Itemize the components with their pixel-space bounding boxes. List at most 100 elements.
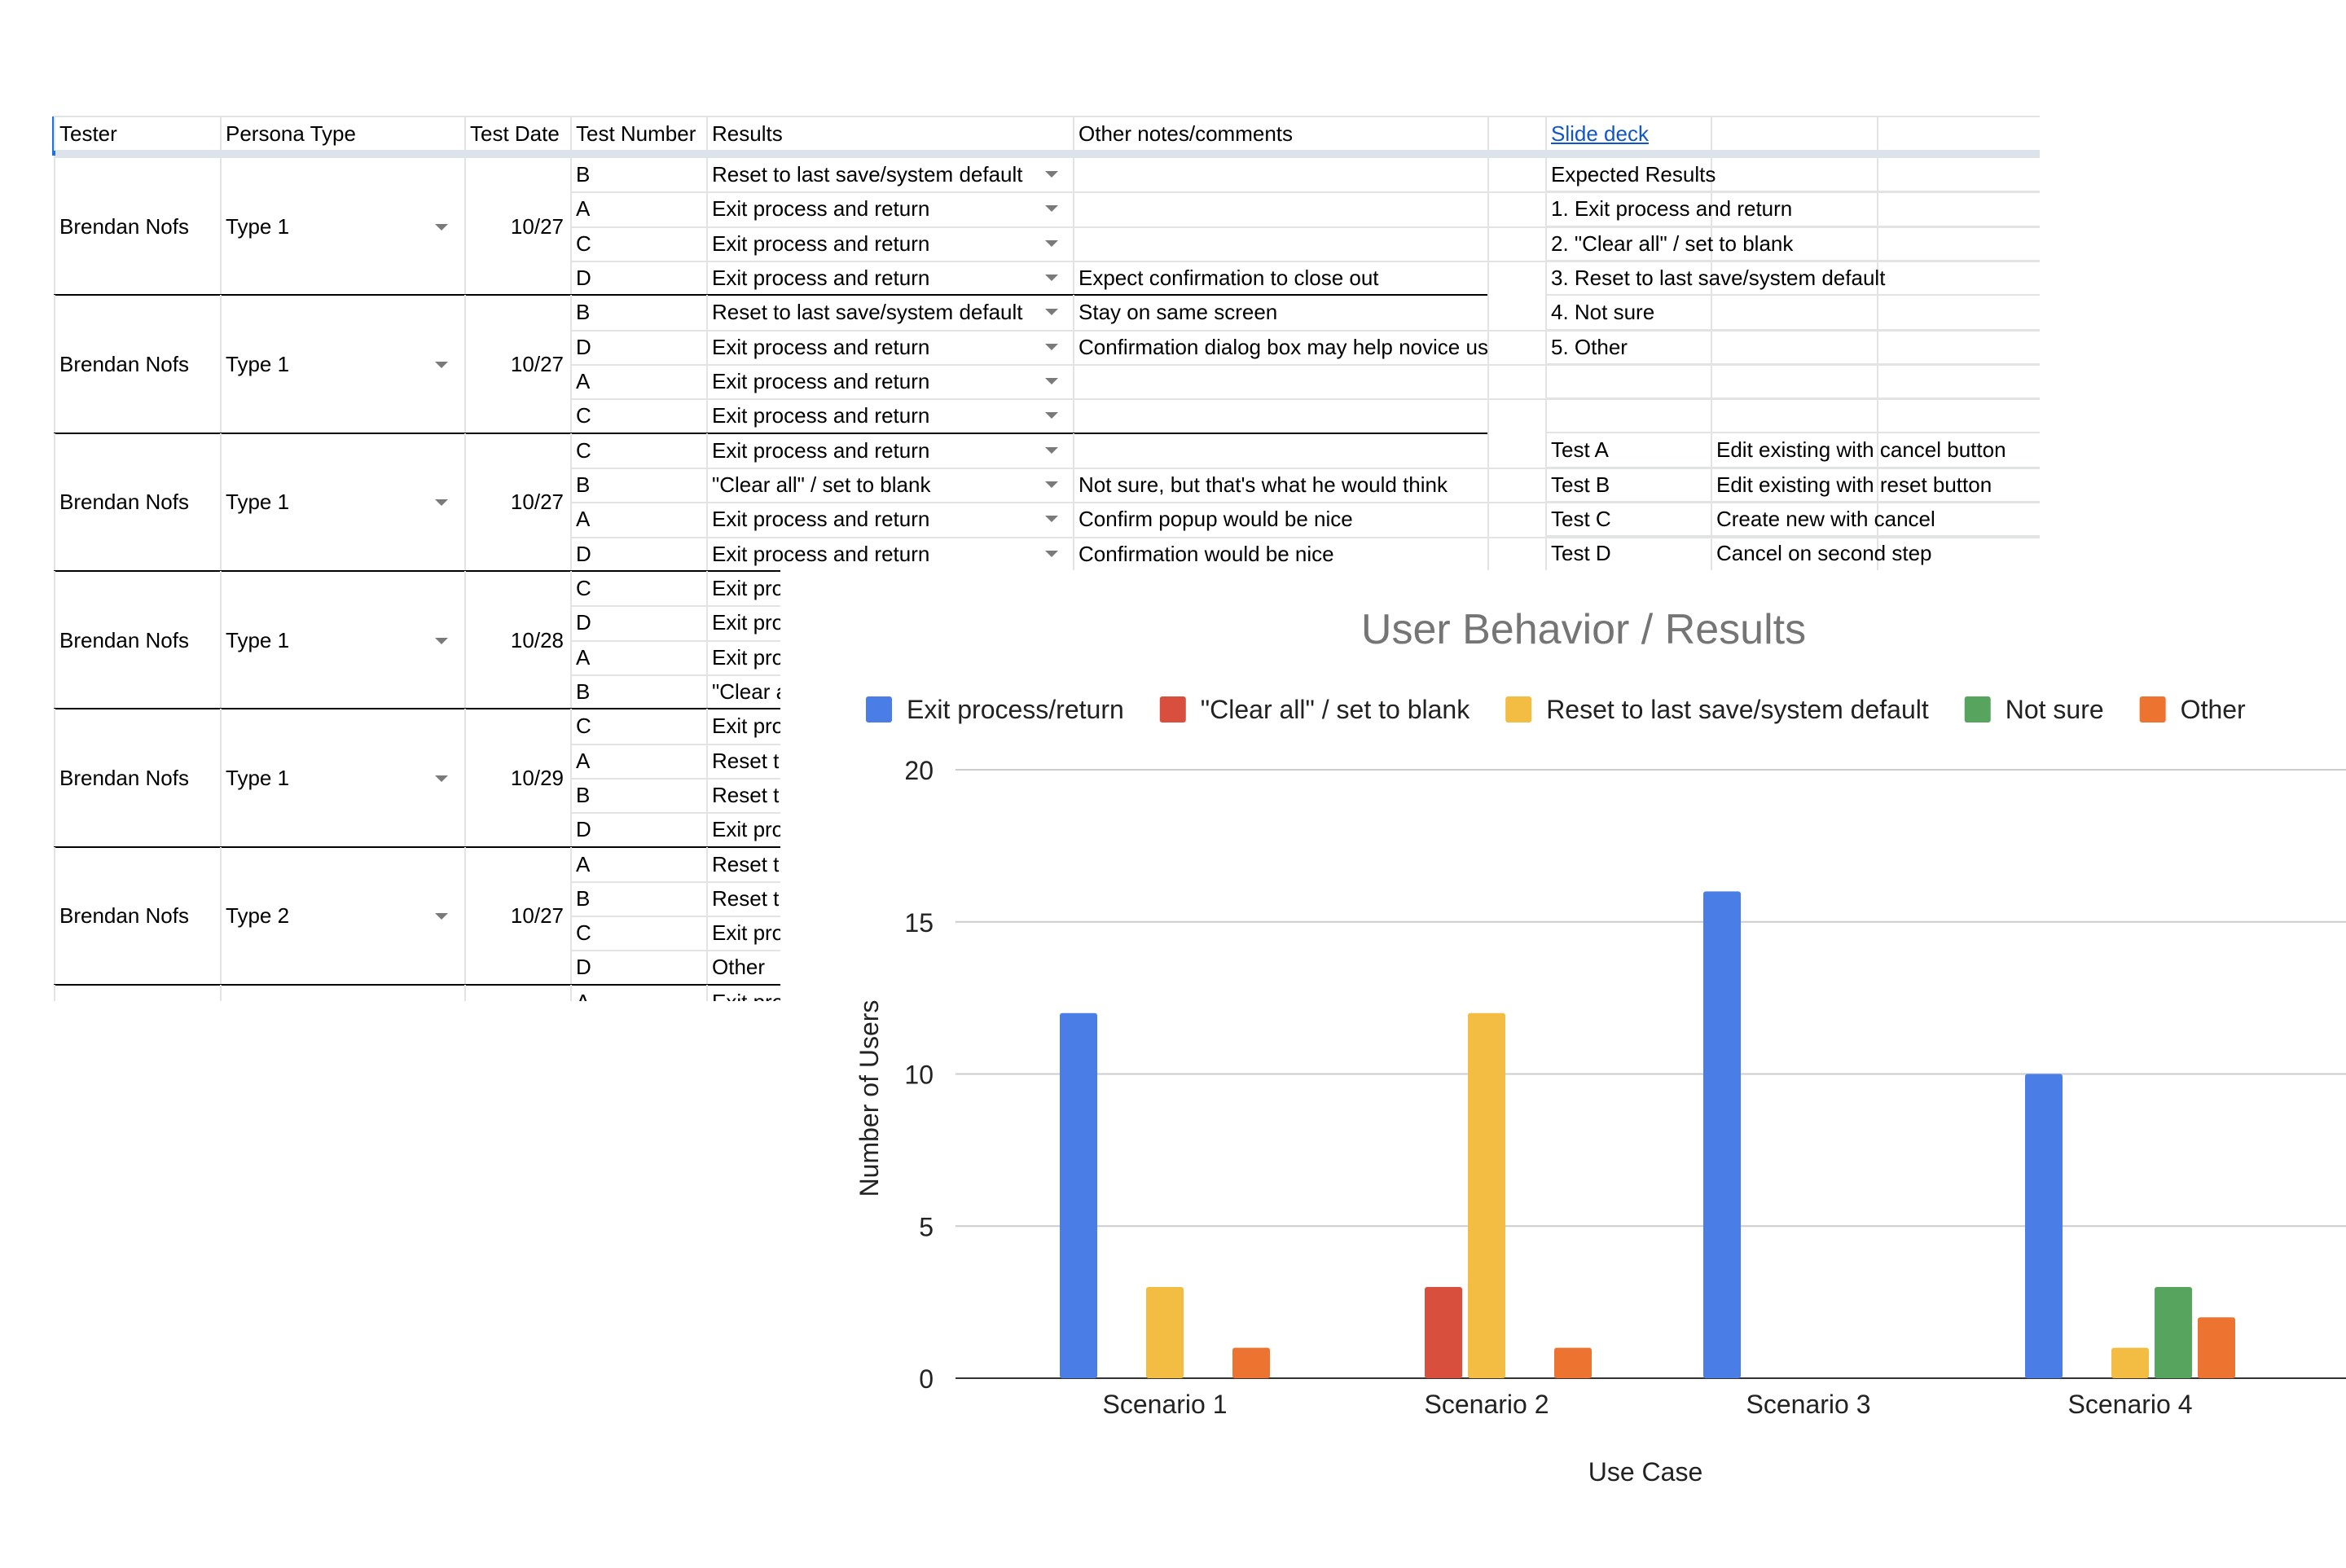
chevron-down-icon[interactable] xyxy=(1045,412,1058,419)
test-number-cell[interactable]: A xyxy=(576,368,591,393)
persona-type-select[interactable]: Type 2 xyxy=(226,903,290,929)
chevron-down-icon[interactable] xyxy=(1045,309,1058,316)
persona-type-select[interactable]: Type 1 xyxy=(226,490,290,515)
tester-cell[interactable]: Brendan Nofs xyxy=(59,490,189,515)
persona-type-select[interactable]: Type 1 xyxy=(226,627,290,652)
results-select[interactable]: Reset t xyxy=(712,885,780,911)
test-description-cell[interactable]: Create new with cancel xyxy=(1716,507,1935,531)
chart-panel[interactable]: User Behavior / Results Exit process/retu… xyxy=(780,570,2346,1564)
notes-cell[interactable]: Not sure, but that's what he would think xyxy=(1079,472,1448,497)
chevron-down-icon[interactable] xyxy=(1045,446,1058,454)
results-select[interactable]: Exit pro xyxy=(712,920,780,946)
test-number-cell[interactable]: A xyxy=(576,644,591,670)
expected-results-cell[interactable]: Test C xyxy=(1551,507,1611,531)
test-number-cell[interactable]: A xyxy=(576,196,591,222)
results-select[interactable]: Reset t xyxy=(712,748,780,773)
results-select[interactable]: "Clear a xyxy=(712,679,780,704)
chevron-down-icon[interactable] xyxy=(435,361,448,368)
results-select[interactable]: Exit process and return xyxy=(712,368,930,393)
expected-results-cell[interactable]: 3. Reset to last save/system default xyxy=(1551,265,1886,290)
test-date-cell[interactable]: 10/27 xyxy=(510,213,564,239)
persona-type-select[interactable]: Type 1 xyxy=(226,351,290,376)
chevron-down-icon[interactable] xyxy=(1045,171,1058,178)
header-notes[interactable]: Other notes/comments xyxy=(1079,121,1293,146)
test-number-cell[interactable]: A xyxy=(576,507,591,532)
header-test-number[interactable]: Test Number xyxy=(576,121,696,146)
test-date-cell[interactable]: 10/27 xyxy=(510,351,564,376)
test-number-cell[interactable]: D xyxy=(576,265,591,290)
notes-cell[interactable]: Stay on same screen xyxy=(1079,300,1278,325)
results-select[interactable]: Exit pro xyxy=(712,714,780,739)
tester-cell[interactable]: Brendan Nofs xyxy=(59,765,189,790)
notes-cell[interactable] xyxy=(1073,157,1487,191)
tester-cell[interactable]: Brendan Nofs xyxy=(59,627,189,652)
chevron-down-icon[interactable] xyxy=(1045,550,1058,557)
results-select[interactable]: Reset to last save/system default xyxy=(712,300,1023,325)
notes-cell[interactable]: Confirm popup would be nice xyxy=(1079,507,1353,532)
results-select[interactable]: Other xyxy=(712,955,766,980)
persona-type-select[interactable]: Type 1 xyxy=(226,765,290,790)
chevron-down-icon[interactable] xyxy=(1045,377,1058,384)
persona-type-select[interactable]: Type 1 xyxy=(226,213,290,239)
test-number-cell[interactable]: C xyxy=(576,575,591,600)
tester-cell[interactable]: Brendan Nofs xyxy=(59,213,189,239)
test-date-cell[interactable]: 10/27 xyxy=(510,903,564,929)
notes-cell[interactable] xyxy=(1073,398,1487,433)
test-number-cell[interactable]: D xyxy=(576,334,591,359)
expected-results-cell[interactable]: 1. Exit process and return xyxy=(1551,196,1793,222)
test-number-cell[interactable]: C xyxy=(576,231,591,256)
notes-cell[interactable] xyxy=(1073,191,1487,226)
chevron-down-icon[interactable] xyxy=(435,637,448,644)
chevron-down-icon[interactable] xyxy=(1045,481,1058,488)
header-test-date[interactable]: Test Date xyxy=(470,121,560,146)
results-select[interactable]: Exit process and return xyxy=(712,403,930,428)
expected-results-cell[interactable] xyxy=(1545,398,1711,433)
expected-results-cell[interactable]: Test A xyxy=(1551,437,1609,463)
slide-deck-link[interactable]: Slide deck xyxy=(1551,121,1649,146)
chevron-down-icon[interactable] xyxy=(1045,239,1058,247)
results-select[interactable]: Exit pro xyxy=(712,610,780,635)
chevron-down-icon[interactable] xyxy=(1045,343,1058,350)
notes-cell[interactable]: Confirmation dialog box may help novice … xyxy=(1079,334,1487,359)
test-number-cell[interactable]: C xyxy=(576,403,591,428)
chevron-down-icon[interactable] xyxy=(1045,274,1058,281)
notes-cell[interactable]: Expect confirmation to close out xyxy=(1079,265,1379,290)
test-number-cell[interactable]: D xyxy=(576,541,591,566)
notes-cell[interactable] xyxy=(1073,364,1487,398)
test-description-cell[interactable]: Edit existing with reset button xyxy=(1716,472,1992,497)
test-number-cell[interactable]: D xyxy=(576,817,591,842)
expected-results-cell[interactable]: 2. "Clear all" / set to blank xyxy=(1551,231,1794,256)
notes-cell[interactable]: Confirmation would be nice xyxy=(1079,541,1334,566)
chevron-down-icon[interactable] xyxy=(435,913,448,920)
expected-results-cell[interactable] xyxy=(1545,364,1711,398)
results-select[interactable]: Exit pro xyxy=(712,644,780,670)
results-select[interactable]: Exit process and return xyxy=(712,196,930,222)
notes-cell[interactable] xyxy=(1073,433,1487,468)
results-select[interactable]: Reset t xyxy=(712,851,780,876)
notes-cell[interactable] xyxy=(1073,226,1487,261)
test-number-cell[interactable]: C xyxy=(576,920,591,946)
test-number-cell[interactable]: B xyxy=(576,472,591,497)
results-select[interactable]: "Clear all" / set to blank xyxy=(712,472,931,497)
test-description-cell[interactable]: Edit existing with cancel button xyxy=(1716,437,2006,463)
chevron-down-icon[interactable] xyxy=(1045,205,1058,213)
test-number-cell[interactable]: B xyxy=(576,782,591,807)
expected-results-cell[interactable]: Test D xyxy=(1551,541,1611,566)
test-number-cell[interactable]: B xyxy=(576,162,591,187)
tester-cell[interactable]: Brendan Nofs xyxy=(59,351,189,376)
expected-results-cell[interactable]: 5. Other xyxy=(1551,334,1628,359)
test-number-cell[interactable]: D xyxy=(576,955,591,980)
test-date-cell[interactable]: 10/29 xyxy=(510,765,564,790)
test-number-cell[interactable]: B xyxy=(576,300,591,325)
results-select[interactable]: Exit process and return xyxy=(712,507,930,532)
chevron-down-icon[interactable] xyxy=(435,223,448,231)
results-select[interactable]: Exit process and return xyxy=(712,541,930,566)
header-persona-type[interactable]: Persona Type xyxy=(226,121,356,146)
results-select[interactable]: Exit pro xyxy=(712,575,780,600)
results-select[interactable]: Exit pro xyxy=(706,985,780,1001)
test-date-cell[interactable]: 10/27 xyxy=(510,490,564,515)
header-tester[interactable]: Tester xyxy=(59,121,117,146)
test-number-cell[interactable]: A xyxy=(576,748,591,773)
chevron-down-icon[interactable] xyxy=(435,499,448,507)
test-date-cell[interactable]: 10/28 xyxy=(510,627,564,652)
